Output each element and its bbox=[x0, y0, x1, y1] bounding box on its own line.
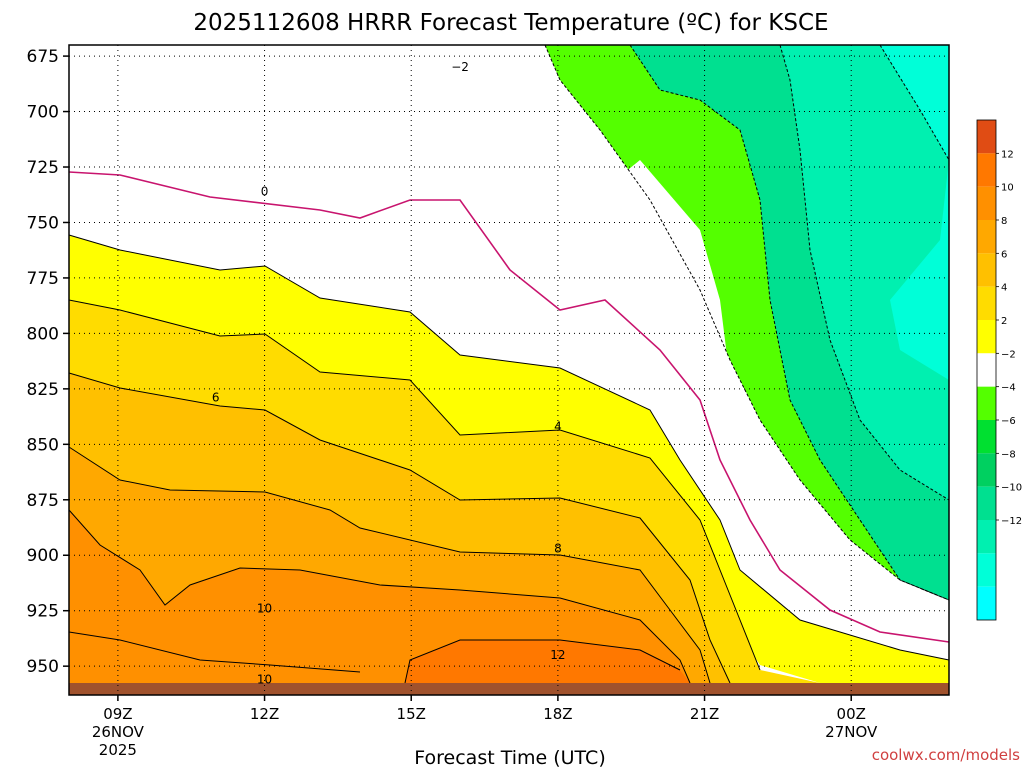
contour-4 bbox=[68, 299, 761, 671]
colorbar-label: −4 bbox=[1001, 383, 1016, 394]
contour-label: −2 bbox=[451, 60, 469, 74]
x-tick-label: 26NOV bbox=[92, 723, 145, 741]
band-cyan-cold bbox=[780, 45, 949, 500]
contour-label: 8 bbox=[554, 542, 562, 556]
colorbar-swatch bbox=[977, 553, 996, 587]
contour-label: 10 bbox=[257, 672, 272, 686]
band-white-upper bbox=[69, 80, 949, 642]
y-tick-label: 850 bbox=[27, 435, 59, 455]
x-tick-label: 21Z bbox=[690, 705, 719, 723]
band-green-upper bbox=[69, 45, 949, 600]
y-tick-label: 800 bbox=[27, 324, 59, 344]
colorbar-swatch bbox=[977, 120, 996, 154]
contour-label: 4 bbox=[554, 420, 562, 434]
x-tick-label: 27NOV bbox=[825, 723, 878, 741]
colorbar-label: 10 bbox=[1001, 183, 1014, 194]
colorbar-label: −2 bbox=[1001, 349, 1016, 360]
y-tick-label: 775 bbox=[27, 269, 59, 289]
x-tick-label: 2025 bbox=[99, 741, 137, 759]
colorbar-label: −8 bbox=[1001, 449, 1016, 460]
contour-label: 10 bbox=[257, 601, 272, 615]
colorbar-label: −10 bbox=[1001, 483, 1022, 494]
colorbar-swatch bbox=[977, 320, 996, 354]
colorbar-swatch bbox=[977, 586, 996, 620]
colorbar-label: 8 bbox=[1001, 216, 1007, 227]
contour-6 bbox=[68, 372, 731, 684]
x-tick-label: 15Z bbox=[397, 705, 426, 723]
colorbar-swatch bbox=[977, 220, 996, 254]
colorbar-label: 6 bbox=[1001, 249, 1007, 260]
colorbar-label: 12 bbox=[1001, 149, 1014, 160]
contour-labels: −2 0 4 6 8 10 10 12 bbox=[212, 60, 566, 686]
x-axis-label: Forecast Time (UTC) bbox=[414, 747, 605, 768]
x-tick-label: 09Z bbox=[103, 705, 132, 723]
plot-frame bbox=[68, 44, 950, 696]
credit-text: coolwx.com/models bbox=[872, 746, 1020, 764]
contour-12 bbox=[404, 639, 681, 684]
colorbar-label: 2 bbox=[1001, 316, 1007, 327]
colorbar-swatch bbox=[977, 453, 996, 487]
colorbar: 12 10 8 6 4 2 −2 −4 −6 −8 −10 −12 bbox=[976, 119, 1022, 621]
y-tick-label: 825 bbox=[27, 380, 59, 400]
surface-below-ground bbox=[69, 683, 949, 695]
grid-lines bbox=[69, 45, 949, 695]
colorbar-swatch bbox=[977, 386, 996, 420]
band-cyan-coldest bbox=[880, 45, 949, 380]
contour-minus8 bbox=[879, 44, 950, 161]
contour-10-low bbox=[68, 631, 361, 673]
y-tick-label: 950 bbox=[27, 657, 59, 677]
x-tick-label: 18Z bbox=[543, 705, 572, 723]
colorbar-swatch bbox=[977, 253, 996, 287]
colorbar-label: −12 bbox=[1001, 516, 1022, 527]
colorbar-swatch bbox=[977, 286, 996, 320]
colorbar-swatch bbox=[977, 153, 996, 187]
colorbar-label: 4 bbox=[1001, 283, 1007, 294]
y-axis: 675 700 725 750 775 800 825 850 875 900 925 950 bbox=[27, 47, 69, 677]
band-orange-12 bbox=[405, 640, 690, 683]
colorbar-frame bbox=[976, 119, 997, 621]
x-tick-label: 00Z bbox=[837, 705, 866, 723]
contour-label: 12 bbox=[550, 648, 565, 662]
x-tick-label: 12Z bbox=[250, 705, 279, 723]
colorbar-swatch bbox=[977, 486, 996, 520]
colorbar-swatch bbox=[977, 186, 996, 220]
y-tick-label: 875 bbox=[27, 491, 59, 511]
contour-0 bbox=[68, 171, 950, 643]
contour-2 bbox=[68, 234, 950, 661]
contour-8 bbox=[68, 446, 711, 684]
colorbar-swatch bbox=[977, 420, 996, 454]
y-tick-label: 725 bbox=[27, 158, 59, 178]
colorbar-swatch bbox=[977, 353, 996, 387]
contour-minus2 bbox=[544, 44, 950, 601]
y-tick-label: 925 bbox=[27, 602, 59, 622]
chart-title: 2025112608 HRRR Forecast Temperature (ºC… bbox=[193, 10, 828, 36]
contour-label: 6 bbox=[212, 391, 220, 405]
plot-area: −2 0 4 6 8 10 10 12 bbox=[68, 44, 950, 696]
contour-10 bbox=[68, 509, 691, 684]
y-tick-label: 700 bbox=[27, 103, 59, 123]
contour-label: 0 bbox=[261, 184, 269, 198]
contour-minus4 bbox=[629, 44, 950, 601]
colorbar-label: −6 bbox=[1001, 416, 1016, 427]
y-tick-label: 900 bbox=[27, 546, 59, 566]
y-tick-label: 675 bbox=[27, 47, 59, 67]
y-tick-label: 750 bbox=[27, 213, 59, 233]
colorbar-swatch bbox=[977, 520, 996, 554]
